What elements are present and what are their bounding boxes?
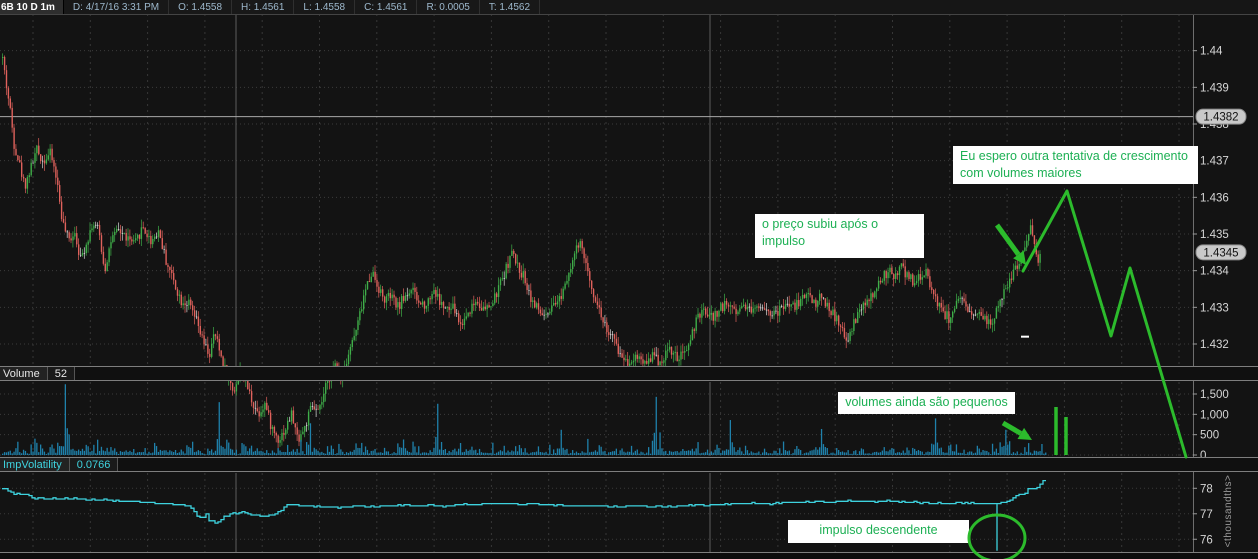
annotation-note-price-rose[interactable]: o preço subiu após o impulso [755,214,924,258]
impvolatility-panel-header: ImpVolatility 0.0766 [0,457,1258,472]
svg-text:1.439: 1.439 [1200,82,1229,94]
ohlc-field: T: 1.4562 [479,0,541,14]
svg-text:1.4345: 1.4345 [1203,247,1238,259]
svg-text:1.437: 1.437 [1200,156,1229,168]
svg-text:500: 500 [1200,430,1219,442]
impvolatility-indicator-label[interactable]: ImpVolatility [0,458,70,471]
impvolatility-last-value: 0.0766 [69,458,119,471]
svg-text:76: 76 [1200,534,1213,546]
ohlc-field: C: 1.4561 [355,0,418,14]
svg-text:0: 0 [1200,450,1206,462]
volume-panel-header: Volume 52 [0,366,1258,381]
ohlc-field: L: 1.4558 [294,0,356,14]
svg-text:77: 77 [1200,509,1213,521]
ohlc-readout: D: 4/17/16 3:31 PM O: 1.4558 H: 1.4561 L: 1… [63,0,541,14]
time-axis-strip [0,552,1258,559]
volume-last-value: 52 [47,367,75,380]
svg-text:1.4382: 1.4382 [1203,112,1238,124]
chart-header-bar: 6B 10 D 1m D: 4/17/16 3:31 PM O: 1.4558 H:… [0,0,1258,15]
ohlc-field: R: 0.0005 [417,0,480,14]
iv-axis-unit-label: <thousandths> [1223,474,1234,548]
svg-text:1.44: 1.44 [1200,46,1223,58]
svg-text:1,000: 1,000 [1200,409,1229,421]
ohlc-field: D: 4/17/16 3:31 PM [63,0,170,14]
ohlc-field: H: 1.4561 [232,0,295,14]
svg-text:1.432: 1.432 [1200,339,1229,351]
svg-text:1.435: 1.435 [1200,229,1229,241]
volume-indicator-label[interactable]: Volume [0,367,48,380]
svg-text:1.434: 1.434 [1200,266,1229,278]
annotation-note-impulse-down[interactable]: impulso descendente [788,520,969,543]
svg-text:1.433: 1.433 [1200,302,1229,314]
svg-text:1.436: 1.436 [1200,192,1229,204]
ohlc-field: O: 1.4558 [169,0,233,14]
annotation-note-expect-growth[interactable]: Eu espero outra tentativa de crescimento… [953,146,1198,184]
symbol-timeframe-tab[interactable]: 6B 10 D 1m [0,0,64,14]
svg-text:78: 78 [1200,483,1213,495]
svg-text:1,500: 1,500 [1200,389,1229,401]
annotation-note-volumes-small[interactable]: volumes ainda são pequenos [838,392,1015,414]
